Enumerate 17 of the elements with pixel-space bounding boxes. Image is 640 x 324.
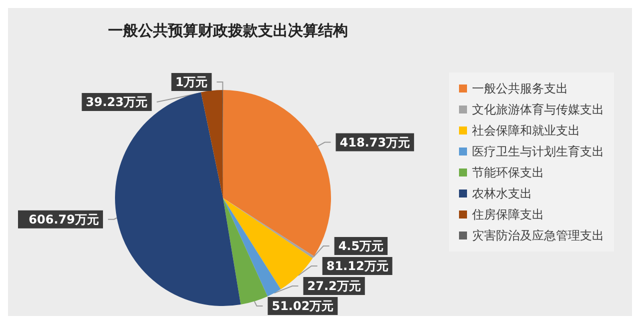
chart-title: 一般公共预算财政拨款支出决算结构: [108, 22, 348, 40]
data-label: 1万元: [175, 75, 208, 89]
legend-label: 医疗卫生与计划生育支出: [472, 144, 604, 158]
data-label: 4.5万元: [338, 239, 384, 253]
data-label: 418.73万元: [340, 135, 410, 150]
data-label: 51.02万元: [272, 299, 334, 313]
data-label: 81.12万元: [326, 259, 388, 273]
data-label: 27.2万元: [307, 279, 361, 293]
legend-label: 一般公共服务支出: [472, 82, 568, 96]
legend-label: 灾害防治及应急管理支出: [472, 228, 604, 242]
data-label: 39.23万元: [86, 95, 148, 109]
legend-label: 文化旅游体育与传媒支出: [472, 102, 604, 116]
legend-label: 农林水支出: [472, 186, 532, 200]
legend-label: 节能环保支出: [472, 166, 544, 180]
data-label: 606.79万元: [28, 212, 99, 226]
legend-label: 住房保障支出: [471, 208, 544, 222]
legend-label: 社会保障和就业支出: [472, 124, 580, 138]
